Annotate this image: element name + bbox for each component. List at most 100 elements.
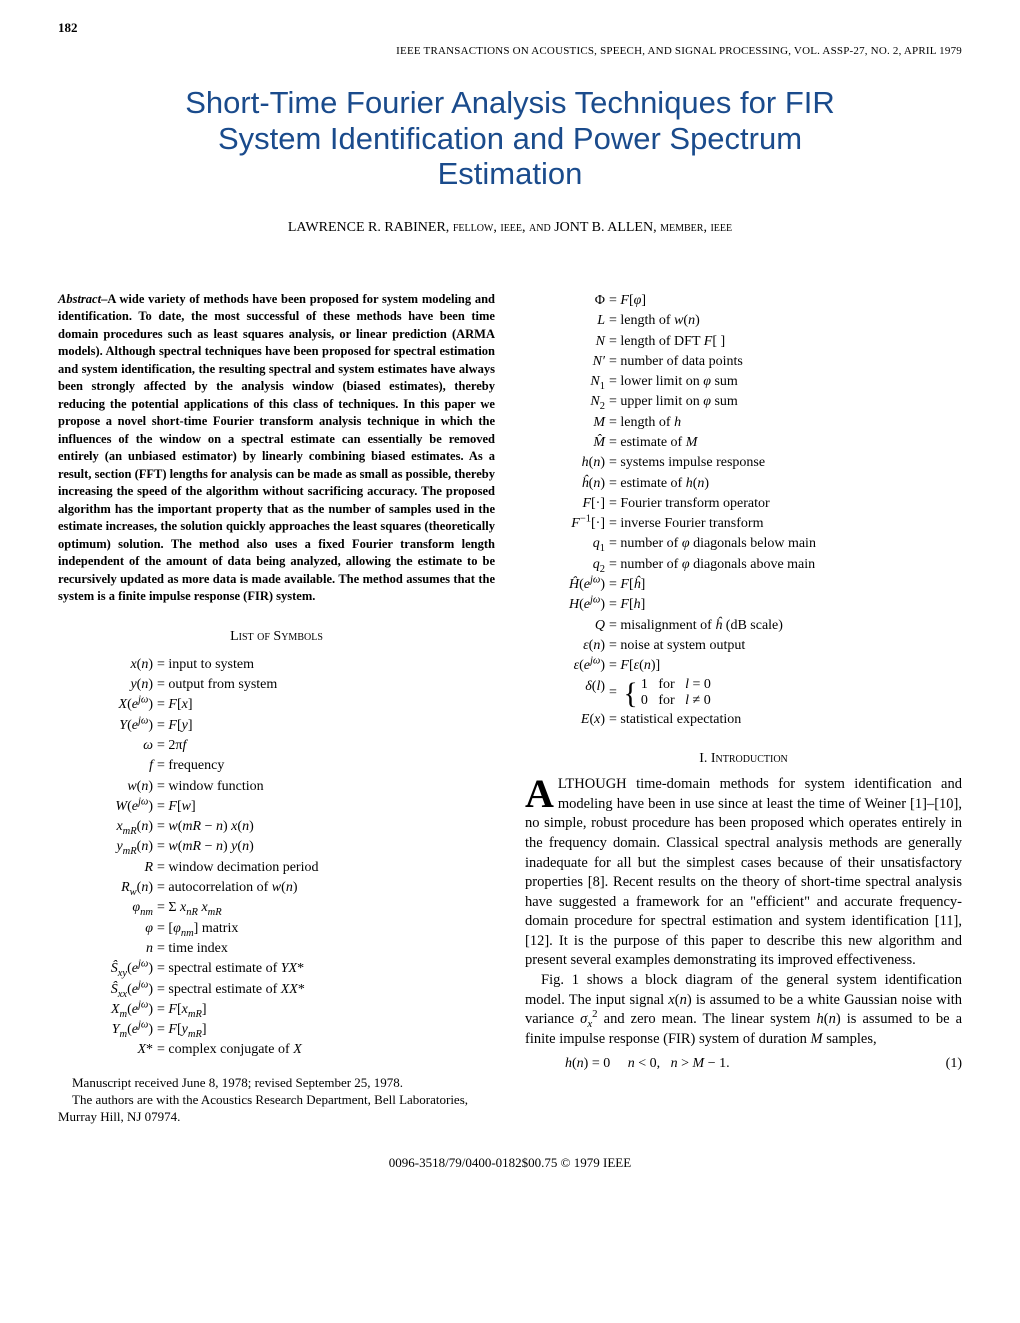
- sym-r: = estimate of M: [609, 433, 962, 453]
- author-role-2: member, ieee: [660, 220, 732, 235]
- intro-paragraph-2: Fig. 1 shows a block diagram of the gene…: [525, 971, 962, 1049]
- title-line-3: Estimation: [438, 156, 583, 191]
- sym-row: ω= 2πf: [58, 736, 495, 756]
- sym-row: F−1[·]= inverse Fourier transform: [525, 514, 962, 534]
- sym-row: M= length of h: [525, 413, 962, 433]
- sym-row: Q= misalignment of ĥ (dB scale): [525, 616, 962, 636]
- sym-l: X(ejω): [58, 695, 157, 715]
- sym-row: Ŝxx(ejω)= spectral estimate of XX*: [58, 980, 495, 1000]
- sym-r: = spectral estimate of XX*: [157, 980, 495, 1000]
- sym-r: = F[h]: [609, 595, 962, 615]
- sym-row: ε(ejω)= F[ε(n)]: [525, 656, 962, 676]
- sym-r: = F[y]: [157, 716, 495, 736]
- title-line-2: System Identification and Power Spectrum: [218, 121, 802, 156]
- sym-r: = systems impulse response: [609, 453, 962, 473]
- sym-l: f: [58, 756, 157, 776]
- sym-l: Rw(n): [58, 878, 157, 898]
- sym-r: = lower limit on φ sum: [609, 372, 962, 392]
- symbols-list-right: Φ= F[φ] L= length of w(n) N= length of D…: [525, 291, 962, 731]
- sym-r: = [φnm] matrix: [157, 919, 495, 939]
- sym-l: N: [525, 332, 609, 352]
- sym-r: = complex conjugate of X: [157, 1040, 495, 1060]
- sym-r: = Σ xnR xmR: [157, 898, 495, 918]
- sym-l: W(ejω): [58, 797, 157, 817]
- sym-l: N1: [525, 372, 609, 392]
- sym-l: Ŝxy(ejω): [58, 959, 157, 979]
- sym-l: L: [525, 311, 609, 331]
- sym-r: = window function: [157, 777, 495, 797]
- sym-r: = F[φ]: [609, 291, 962, 311]
- sym-r: = Fourier transform operator: [609, 494, 962, 514]
- sym-row: q2= number of φ diagonals above main: [525, 555, 962, 575]
- dropcap: A: [525, 775, 558, 811]
- sym-l: w(n): [58, 777, 157, 797]
- sym-l: x(n): [58, 655, 157, 675]
- sym-r: = F[ε(n)]: [609, 656, 962, 676]
- manuscript-footnote: Manuscript received June 8, 1978; revise…: [58, 1075, 495, 1126]
- sym-row: Ŝxy(ejω)= spectral estimate of YX*: [58, 959, 495, 979]
- symbols-list-left: x(n)= input to system y(n)= output from …: [58, 655, 495, 1061]
- sym-l: N2: [525, 392, 609, 412]
- sym-l: E(x): [525, 710, 609, 730]
- eq1-body: h(n) = 0 n < 0, n > M − 1.: [525, 1055, 922, 1074]
- page-number: 182: [58, 20, 78, 36]
- sym-row: W(ejω)= F[w]: [58, 797, 495, 817]
- sym-l: ε(n): [525, 636, 609, 656]
- sym-l: ĥ(n): [525, 474, 609, 494]
- abstract-lead: Abstract: [58, 292, 101, 306]
- sym-r: = number of data points: [609, 352, 962, 372]
- sym-r: = time index: [157, 939, 495, 959]
- sym-l: ymR(n): [58, 837, 157, 857]
- sym-row: y(n)= output from system: [58, 675, 495, 695]
- sym-l: Xm(ejω): [58, 1000, 157, 1020]
- sym-row: Rw(n)= autocorrelation of w(n): [58, 878, 495, 898]
- sym-r: = 2πf: [157, 736, 495, 756]
- sym-l: q2: [525, 555, 609, 575]
- sym-row: q1= number of φ diagonals below main: [525, 534, 962, 554]
- eq1-number: (1): [922, 1055, 962, 1074]
- sym-row-delta: δ(l) = { 1 for l = 0 0 for l ≠ 0: [525, 677, 962, 711]
- sym-row: ε(n)= noise at system output: [525, 636, 962, 656]
- copyright-footer: 0096-3518/79/0400-0182$00.75 © 1979 IEEE: [58, 1155, 962, 1171]
- left-column: Abstract–A wide variety of methods have …: [58, 291, 495, 1126]
- sym-row: N2= upper limit on φ sum: [525, 392, 962, 412]
- sym-l: φnm: [58, 898, 157, 918]
- sym-r: = F[xmR]: [157, 1000, 495, 1020]
- delta-case-1: 1 for l = 0: [641, 677, 711, 692]
- sym-l: q1: [525, 534, 609, 554]
- intro-paragraph-1: ALTHOUGH time-domain methods for system …: [525, 775, 962, 971]
- sym-row: N1= lower limit on φ sum: [525, 372, 962, 392]
- sym-l: N′: [525, 352, 609, 372]
- sym-r: = F[ĥ]: [609, 575, 962, 595]
- sym-r: = output from system: [157, 675, 495, 695]
- sym-row: M̂= estimate of M: [525, 433, 962, 453]
- sym-l: Ĥ(ejω): [525, 575, 609, 595]
- authors-and: and: [529, 220, 551, 235]
- sym-r: = number of φ diagonals above main: [609, 555, 962, 575]
- sym-l: R: [58, 858, 157, 878]
- sym-row: N′= number of data points: [525, 352, 962, 372]
- abstract-body: –A wide variety of methods have been pro…: [58, 292, 495, 604]
- sym-row: Xm(ejω)= F[xmR]: [58, 1000, 495, 1020]
- sym-r: = length of DFT F[ ]: [609, 332, 962, 352]
- sym-l: M̂: [525, 433, 609, 453]
- sym-row: φ= [φnm] matrix: [58, 919, 495, 939]
- sym-row: w(n)= window function: [58, 777, 495, 797]
- sym-r: = length of w(n): [609, 311, 962, 331]
- sym-l: xmR(n): [58, 817, 157, 837]
- sym-row: N= length of DFT F[ ]: [525, 332, 962, 352]
- equation-1: h(n) = 0 n < 0, n > M − 1. (1): [525, 1055, 962, 1074]
- sym-r: = inverse Fourier transform: [609, 514, 962, 534]
- authors-line: LAWRENCE R. RABINER, fellow, ieee, and J…: [58, 220, 962, 236]
- sym-row: f= frequency: [58, 756, 495, 776]
- sym-l: Ym(ejω): [58, 1020, 157, 1040]
- sym-r: = F[ymR]: [157, 1020, 495, 1040]
- sym-r: = upper limit on φ sum: [609, 392, 962, 412]
- sym-r: = misalignment of ĥ (dB scale): [609, 616, 962, 636]
- sym-r: = w(mR − n) x(n): [157, 817, 495, 837]
- sym-l: δ(l): [525, 677, 609, 711]
- sym-row: x(n)= input to system: [58, 655, 495, 675]
- sym-row: n= time index: [58, 939, 495, 959]
- sym-r: = number of φ diagonals below main: [609, 534, 962, 554]
- sym-l: ε(ejω): [525, 656, 609, 676]
